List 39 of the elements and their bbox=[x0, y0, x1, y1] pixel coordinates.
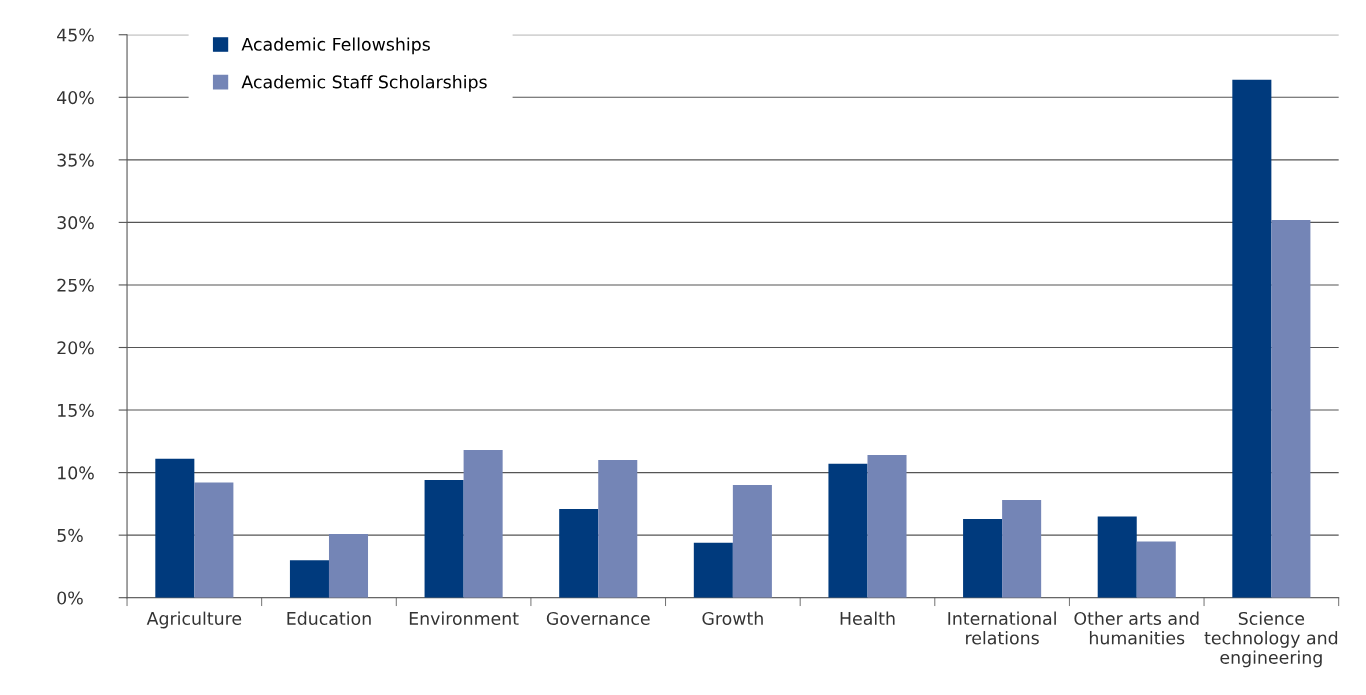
y-tick-label: 25% bbox=[57, 278, 94, 292]
bar bbox=[732, 485, 772, 598]
bar bbox=[328, 533, 369, 598]
y-tick-label: 20% bbox=[57, 341, 94, 355]
y-tick-label: 10% bbox=[58, 466, 94, 480]
bar bbox=[463, 450, 503, 598]
legend-label: Academic Fellowships bbox=[241, 37, 430, 55]
x-tick-label: International relations bbox=[948, 611, 1056, 645]
legend-label: Academic Staff Scholarships bbox=[241, 75, 487, 92]
bar bbox=[693, 542, 733, 598]
bar bbox=[963, 518, 1003, 598]
x-tick-label: Health bbox=[840, 611, 895, 626]
bar bbox=[424, 480, 464, 598]
y-tick-label: 35% bbox=[57, 153, 94, 167]
bar bbox=[289, 560, 329, 598]
x-tick-label: Governance bbox=[546, 611, 650, 626]
bar bbox=[828, 463, 868, 598]
y-tick-label: 30% bbox=[57, 216, 94, 230]
y-tick-label: 45% bbox=[57, 28, 94, 42]
x-tick-label: Other arts and humanities bbox=[1074, 611, 1199, 645]
bar bbox=[1136, 541, 1176, 598]
bar bbox=[194, 482, 234, 598]
y-tick-label: 5% bbox=[57, 528, 83, 542]
bar bbox=[1271, 219, 1311, 598]
y-tick-label: 0% bbox=[57, 591, 83, 605]
y-tick-label: 40% bbox=[57, 91, 94, 105]
x-tick-label: Science technology and engineering bbox=[1204, 611, 1338, 668]
y-tick-label: 15% bbox=[58, 403, 94, 417]
bar bbox=[1097, 516, 1137, 598]
x-tick-label: Agriculture bbox=[146, 611, 242, 629]
bar bbox=[155, 458, 195, 598]
bar bbox=[867, 455, 907, 598]
x-tick-label: Growth bbox=[702, 611, 763, 626]
bar bbox=[598, 460, 638, 598]
x-tick-label: Education bbox=[287, 611, 371, 626]
bar bbox=[1002, 500, 1042, 598]
bar bbox=[559, 508, 599, 598]
bar bbox=[1232, 79, 1272, 598]
x-tick-label: Environment bbox=[409, 611, 519, 626]
